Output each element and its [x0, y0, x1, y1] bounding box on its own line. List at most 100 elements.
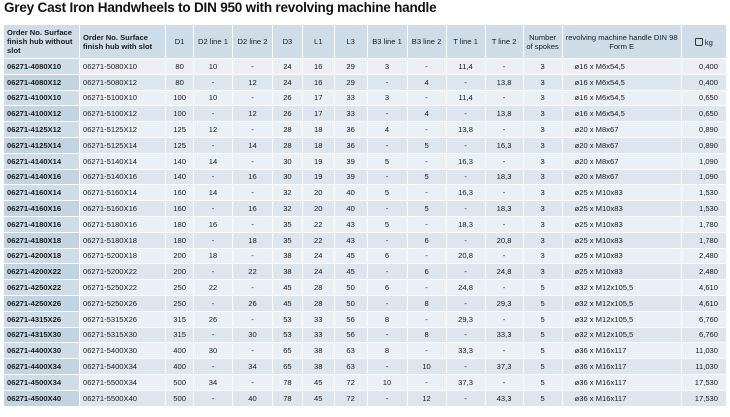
order-no-without-slot: 06271-4100X10 — [3, 89, 80, 107]
d2-line2-cell: 16 — [231, 200, 274, 217]
weight-cell: 0,650 — [680, 89, 728, 107]
t-line1-cell: 20,8 — [445, 247, 486, 265]
l3-cell: 72 — [333, 373, 368, 391]
l3-cell: 56 — [333, 310, 368, 328]
table-row: 06271-4160X16 06271-5160X16 160-16 32 20 40-5… — [3, 200, 728, 217]
l1-cell: 19 — [301, 152, 335, 170]
b3-line2-cell: - — [406, 152, 447, 170]
order-no-with-slot: 06271-5250X22 — [78, 279, 167, 296]
header-t-line1: T line 1 — [445, 24, 486, 59]
b3-line2-cell: 5 — [406, 136, 447, 154]
b3-line2-cell: - — [406, 373, 447, 391]
weight-icon — [694, 37, 703, 46]
order-no-with-slot: 06271-5080X12 — [78, 73, 167, 91]
l1-cell: 17 — [301, 89, 335, 107]
d2-line2-cell: 22 — [231, 263, 274, 281]
b3-line1-cell: 5 — [366, 152, 408, 170]
t-line1-cell: 18,3 — [445, 215, 486, 233]
t-line2-cell: - — [484, 342, 524, 360]
table-row: 06271-4500X40 06271-5500X40 500-40 78 45 72-1… — [3, 389, 728, 407]
header-d2-line1: D2 line 1 — [192, 24, 233, 59]
spokes-cell: 5 — [522, 342, 563, 360]
order-no-with-slot: 06271-5160X16 — [78, 200, 167, 217]
b3-line2-cell: 4 — [406, 73, 447, 91]
l3-cell: 43 — [333, 215, 368, 233]
d1-cell: 200 — [165, 263, 194, 281]
weight-cell: 17,530 — [680, 389, 728, 407]
t-line1-cell: 13,8 — [445, 121, 486, 138]
order-no-with-slot: 06271-5080X10 — [78, 58, 167, 75]
l1-cell: 38 — [301, 358, 335, 375]
d2-line2-cell: 30 — [231, 326, 274, 344]
b3-line2-cell: - — [406, 279, 447, 296]
d3-cell: 30 — [272, 168, 303, 186]
d1-cell: 140 — [165, 152, 194, 170]
machine-handle-cell: ø32 x M12x105,5 — [561, 279, 682, 296]
l1-cell: 45 — [301, 373, 335, 391]
header-b3-line2: B3 line 2 — [406, 24, 447, 59]
t-line2-cell: - — [484, 152, 524, 170]
weight-cell: 1,780 — [680, 215, 728, 233]
spokes-cell: 5 — [522, 373, 563, 391]
d2-line1-cell: 22 — [192, 279, 233, 296]
t-line1-cell: 11,4 — [445, 58, 486, 75]
t-line1-cell: 33,3 — [445, 342, 486, 360]
order-no-without-slot: 06271-4500X34 — [3, 373, 80, 391]
machine-handle-cell: ø36 x M16x117 — [561, 342, 682, 360]
machine-handle-cell: ø16 x M6x54,5 — [561, 89, 682, 107]
b3-line2-cell: - — [406, 342, 447, 360]
header-t-line2: T line 2 — [484, 24, 524, 59]
d2-line1-cell: 30 — [192, 342, 233, 360]
t-line1-cell: - — [445, 200, 486, 217]
order-no-without-slot: 06271-4125X12 — [3, 121, 80, 138]
b3-line1-cell: 5 — [366, 215, 408, 233]
order-no-without-slot: 06271-4200X18 — [3, 247, 80, 265]
header-d3: D3 — [272, 24, 303, 59]
b3-line1-cell: - — [366, 358, 408, 375]
b3-line2-cell: 8 — [406, 326, 447, 344]
d2-line1-cell: - — [192, 73, 233, 91]
d1-cell: 315 — [165, 310, 194, 328]
b3-line2-cell: - — [406, 215, 447, 233]
spokes-cell: 3 — [522, 200, 563, 217]
d2-line1-cell: - — [192, 200, 233, 217]
spokes-cell: 3 — [522, 58, 563, 75]
order-no-without-slot: 06271-4400X30 — [3, 342, 80, 360]
d2-line1-cell: - — [192, 168, 233, 186]
spokes-cell: 3 — [522, 152, 563, 170]
l1-cell: 17 — [301, 105, 335, 123]
machine-handle-cell: ø20 x M8x67 — [561, 168, 682, 186]
d2-line1-cell: - — [192, 358, 233, 375]
d3-cell: 30 — [272, 152, 303, 170]
table-row: 06271-4160X14 06271-5160X14 160 14-32 20 40 5-… — [3, 184, 728, 202]
machine-handle-cell: ø20 x M8x67 — [561, 121, 682, 138]
order-no-with-slot: 06271-5200X22 — [78, 263, 167, 281]
weight-cell: 6,760 — [680, 310, 728, 328]
t-line2-cell: - — [484, 121, 524, 138]
l3-cell: 40 — [333, 200, 368, 217]
d1-cell: 250 — [165, 294, 194, 312]
d2-line1-cell: 10 — [192, 89, 233, 107]
t-line2-cell: - — [484, 89, 524, 107]
b3-line1-cell: 3 — [366, 58, 408, 75]
l3-cell: 45 — [333, 247, 368, 265]
weight-cell: 0,650 — [680, 105, 728, 123]
machine-handle-cell: ø32 x M12x105,5 — [561, 326, 682, 344]
weight-cell: 0,890 — [680, 121, 728, 138]
b3-line1-cell: - — [366, 294, 408, 312]
l1-cell: 22 — [301, 215, 335, 233]
b3-line2-cell: 6 — [406, 231, 447, 249]
d2-line2-cell: 26 — [231, 294, 274, 312]
b3-line2-cell: 4 — [406, 105, 447, 123]
l3-cell: 56 — [333, 326, 368, 344]
machine-handle-cell: ø25 x M10x83 — [561, 215, 682, 233]
t-line2-cell: 29,3 — [484, 294, 524, 312]
d2-line1-cell: - — [192, 231, 233, 249]
weight-cell: 4,610 — [680, 279, 728, 296]
table-row: 06271-4400X30 06271-5400X30 400 30-65 38 63 8-… — [3, 342, 728, 360]
machine-handle-cell: ø16 x M6x54,5 — [561, 105, 682, 123]
d1-cell: 400 — [165, 342, 194, 360]
order-no-with-slot: 06271-5200X18 — [78, 247, 167, 265]
order-no-without-slot: 06271-4140X14 — [3, 152, 80, 170]
d3-cell: 26 — [272, 105, 303, 123]
